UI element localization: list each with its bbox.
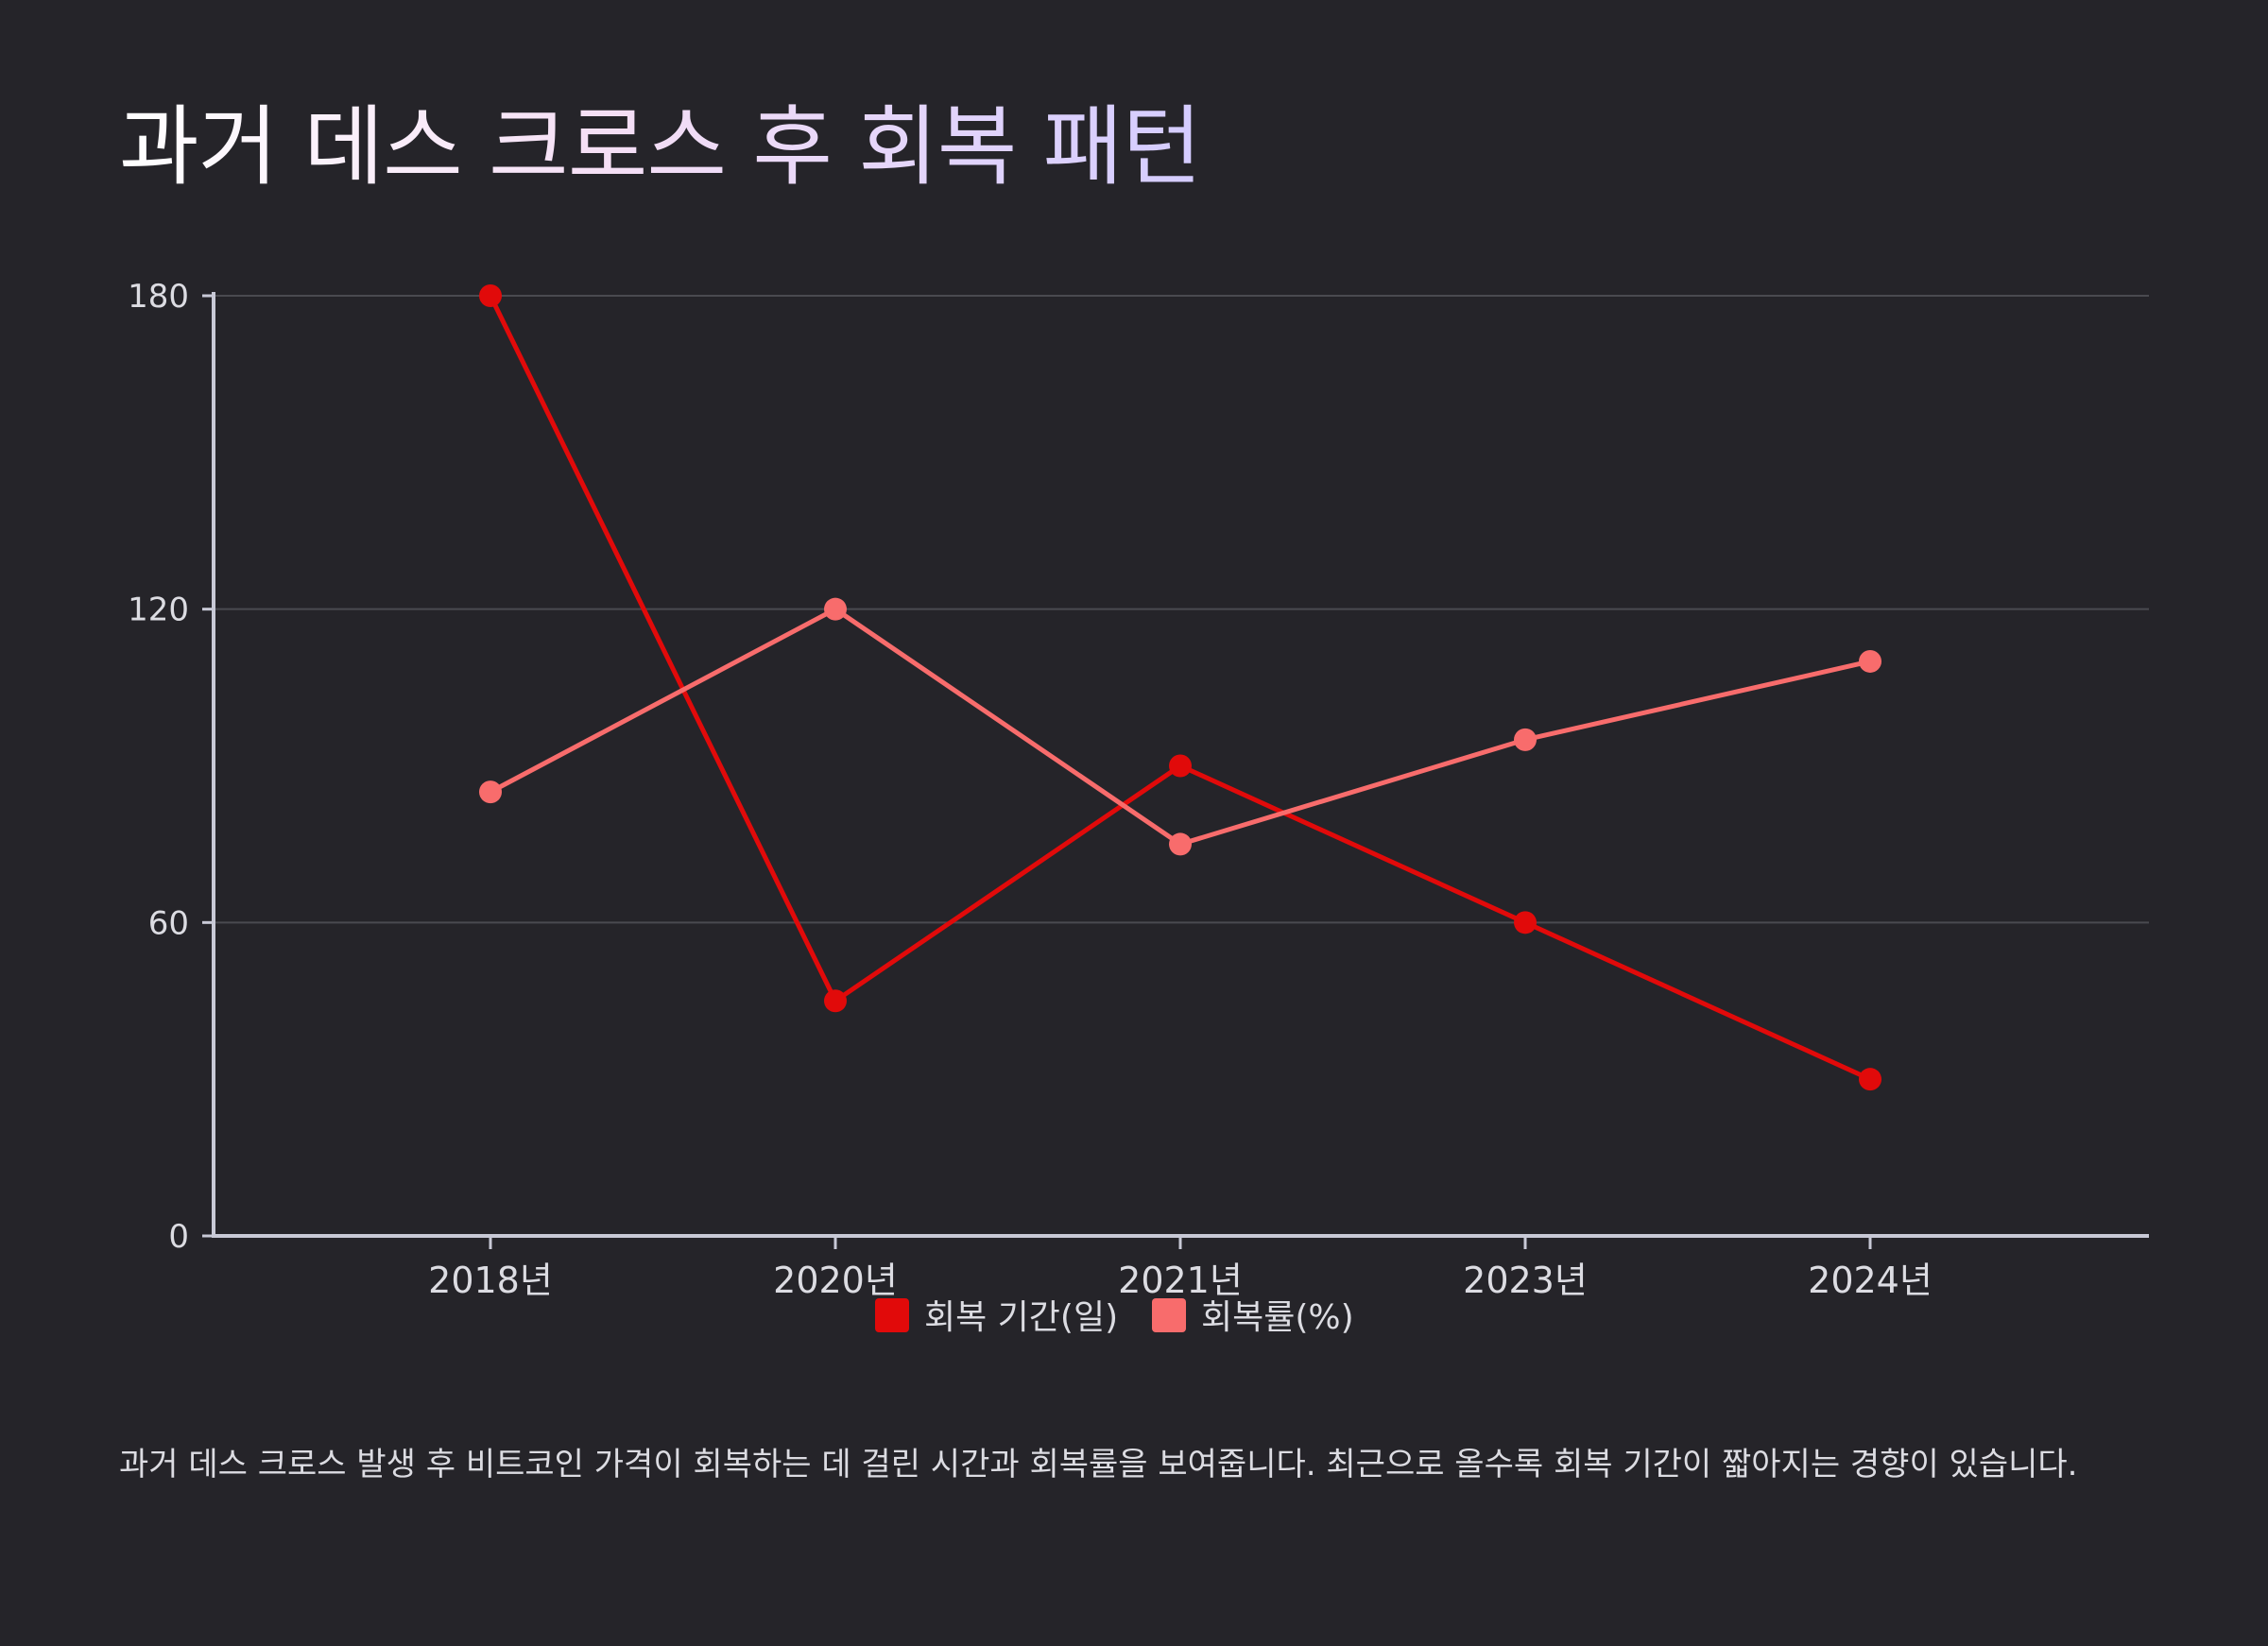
legend-label-1: 회복률(%) [1201, 1298, 1354, 1337]
data-point-0-4 [1859, 1068, 1881, 1091]
x-tick-label-3: 2023년 [1463, 1260, 1588, 1301]
series-line-0 [488, 294, 1872, 1082]
legend: 회복 기간(일) 회복률(%) [875, 1298, 1354, 1337]
y-tick-label-120: 120 [128, 592, 189, 629]
x-tick-label-0: 2018년 [428, 1260, 553, 1301]
y-tick-label-0: 0 [168, 1218, 189, 1256]
x-tick-label-2: 2021년 [1118, 1260, 1243, 1301]
legend-swatch-0 [875, 1298, 909, 1332]
data-point-1-0 [479, 780, 502, 804]
data-point-1-3 [1514, 728, 1537, 751]
y-tick-label-60: 60 [148, 904, 189, 942]
legend-swatch-1 [1152, 1298, 1186, 1332]
chart-title: 과거 데스 크로스 후 회복 패턴 [119, 91, 1202, 204]
x-tick-label-1: 2020년 [773, 1260, 898, 1301]
axes: 0 60 120 180 2018년 2020년 2021년 2023년 2024년 [128, 278, 2149, 1301]
data-point-1-4 [1859, 649, 1881, 673]
legend-label-0: 회복 기간(일) [924, 1298, 1118, 1337]
data-point-0-0 [479, 284, 502, 307]
series-line-1 [489, 607, 1871, 847]
grid-lines [214, 295, 2149, 924]
data-point-1-2 [1169, 832, 1192, 856]
x-tick-label-4: 2024년 [1808, 1260, 1933, 1301]
data-point-0-1 [824, 989, 847, 1013]
data-point-0-3 [1514, 911, 1537, 934]
data-point-1-1 [824, 597, 847, 621]
chart-description: 과거 데스 크로스 발생 후 비트코인 가격이 회복하는 데 걸린 시간과 회복… [119, 1446, 2078, 1483]
y-tick-label-180: 180 [128, 278, 189, 316]
data-point-0-2 [1169, 754, 1192, 778]
series [479, 284, 1881, 1091]
